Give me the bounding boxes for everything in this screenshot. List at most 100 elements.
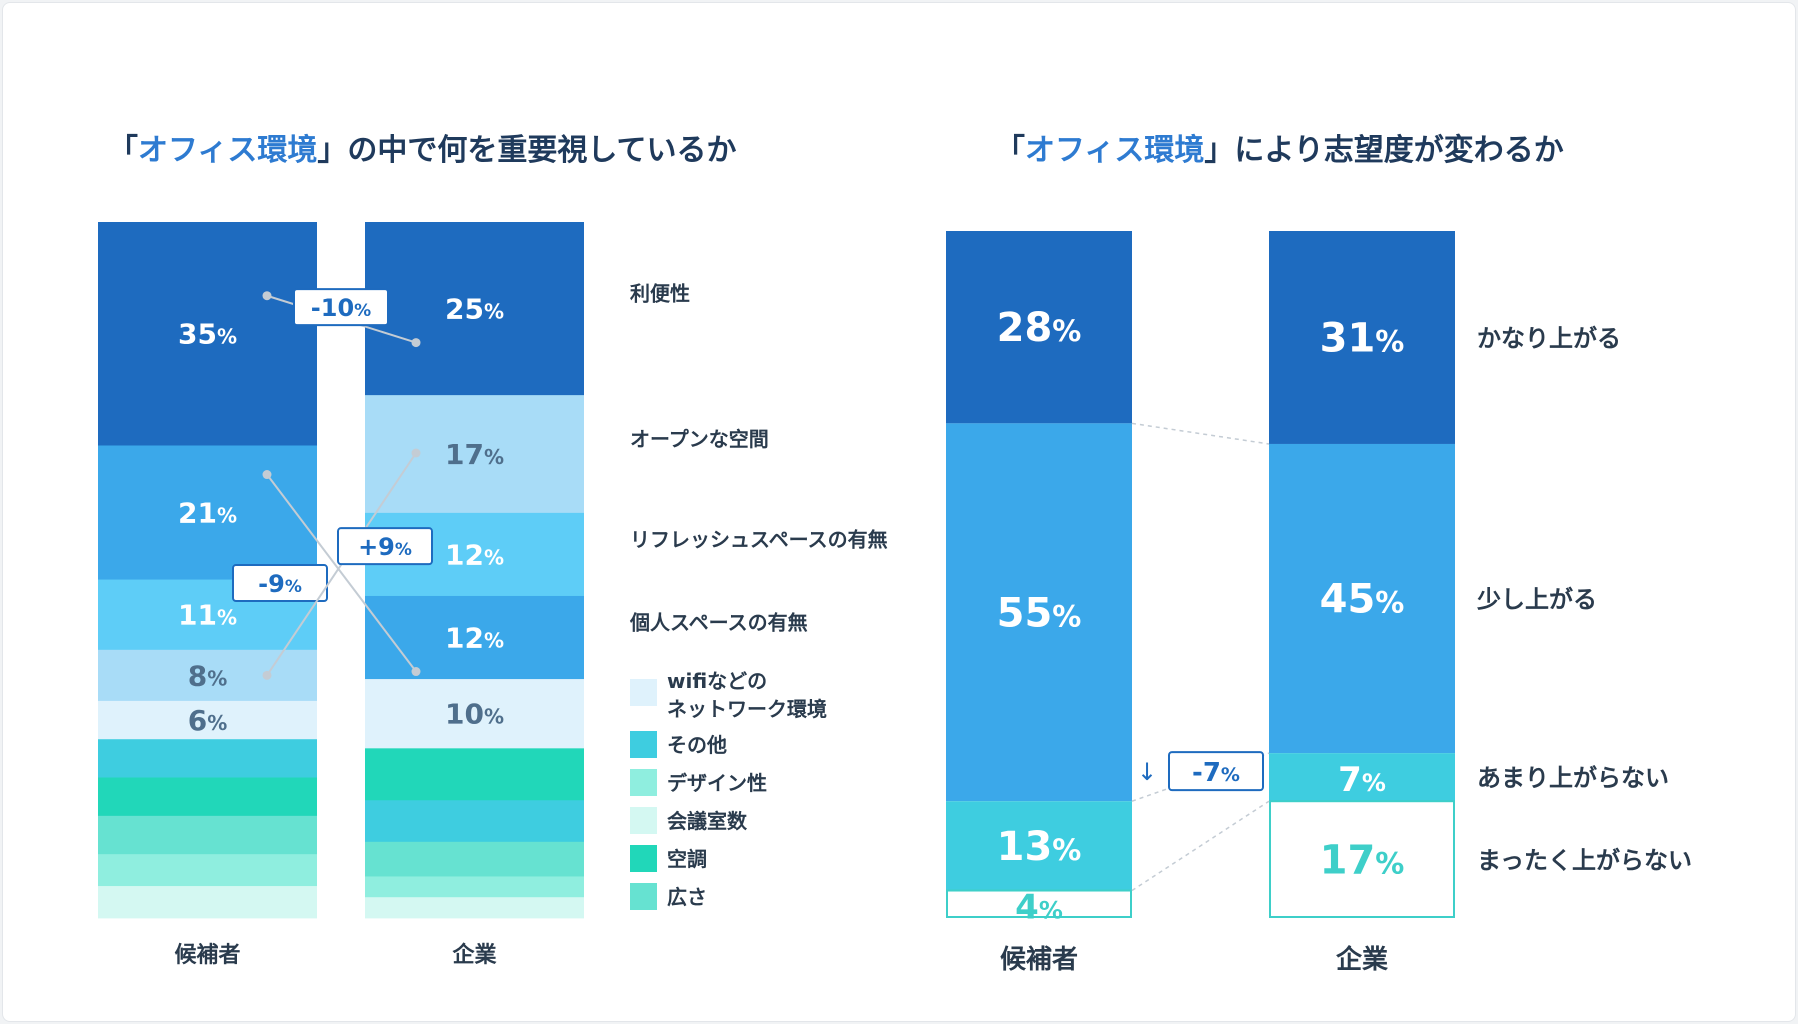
series-label: あまり上がらない <box>1477 764 1669 792</box>
data-label-value: 6 <box>188 704 207 737</box>
category-label: 候補者 <box>1000 945 1078 975</box>
bar-segment <box>365 748 584 801</box>
legend-swatch <box>630 807 657 834</box>
bar-segment <box>98 886 317 919</box>
bar-segment <box>98 854 317 887</box>
series-label: 利便性 <box>630 282 690 306</box>
data-label-value: 11 <box>178 599 217 632</box>
connector-dot <box>411 667 421 677</box>
bar-segment <box>98 777 317 817</box>
data-label: 12% <box>445 538 504 571</box>
bar-segment <box>98 222 317 446</box>
data-label-value: 45 <box>1320 577 1376 623</box>
category-label: 企業 <box>1336 944 1388 975</box>
difference-label-unit: % <box>395 540 412 560</box>
connector-dot <box>262 291 272 301</box>
left-chart: 35%21%11%8%6%25%17%12%12%10%-10%-9%+9%利便… <box>98 222 888 968</box>
connector-dot <box>262 670 272 680</box>
legend-label: その他 <box>667 733 727 757</box>
difference-label-value: -9 <box>258 570 285 598</box>
bar-segment <box>1269 800 1455 919</box>
connector-dot <box>262 470 272 480</box>
difference-label-value: -7 <box>1192 758 1221 788</box>
data-label-unit: % <box>484 445 504 469</box>
difference-label-value: +9 <box>358 533 395 561</box>
data-label-value: 4 <box>1015 887 1039 927</box>
legend-label: 会議室数 <box>667 809 748 833</box>
bar-segment <box>365 876 584 898</box>
difference-box <box>1168 751 1264 792</box>
data-label-value: 35 <box>178 318 217 351</box>
difference-label: -9% <box>258 570 302 598</box>
bar-segment <box>98 445 317 580</box>
data-label-value: 13 <box>997 824 1053 870</box>
data-label: 31% <box>1320 315 1405 361</box>
data-label-unit: % <box>1052 599 1081 633</box>
data-label: 11% <box>178 599 237 632</box>
data-label-unit: % <box>1375 324 1404 358</box>
down-arrow-icon: ↓ <box>1137 758 1157 786</box>
data-label: 21% <box>178 497 237 530</box>
data-label-value: 10 <box>445 698 484 731</box>
connector-line <box>266 473 417 673</box>
data-label: 17% <box>445 438 504 471</box>
legend-swatch <box>630 679 657 706</box>
difference-box <box>337 527 433 566</box>
data-label-value: 7 <box>1338 760 1362 800</box>
series-label: オープンな空間 <box>630 427 769 451</box>
data-label: 55% <box>997 590 1082 636</box>
data-label-value: 8 <box>188 659 207 692</box>
bar-segment <box>946 889 1132 919</box>
bar-segment <box>946 423 1132 802</box>
data-label-unit: % <box>207 711 227 735</box>
data-label-unit: % <box>1375 847 1404 881</box>
data-label-value: 12 <box>445 622 484 655</box>
difference-box <box>232 564 328 603</box>
data-label: 35% <box>178 318 237 351</box>
data-label-value: 31 <box>1320 315 1376 361</box>
left-chart-title: 「オフィス環境」の中で何を重要視しているか <box>108 133 737 168</box>
legend-swatch <box>630 845 657 872</box>
data-label-value: 25 <box>445 293 484 326</box>
series-label: 個人スペースの有無 <box>629 611 808 635</box>
bar-segment <box>98 739 317 778</box>
data-label-unit: % <box>217 504 237 528</box>
series-label: かなり上がる <box>1477 324 1621 352</box>
data-label-unit: % <box>1052 833 1081 867</box>
data-label-value: 21 <box>178 497 217 530</box>
connector-dot <box>411 448 421 458</box>
right-chart: 28%55%13%4%31%45%7%17%↓ -7%かなり上がる少し上がるあまり… <box>946 231 1692 975</box>
difference-label: -7% <box>1192 758 1240 788</box>
legend-label: 空調 <box>667 847 707 871</box>
data-label: 12% <box>445 622 504 655</box>
legend-label: wifiなどの <box>667 669 767 693</box>
series-label: リフレッシュスペースの有無 <box>630 527 888 551</box>
bar-segment <box>365 395 584 514</box>
bar-segment <box>98 815 317 855</box>
difference-label: -10% <box>311 294 371 322</box>
bar-segment <box>98 649 317 702</box>
data-label-value: 55 <box>997 590 1053 636</box>
data-label: 17% <box>1320 838 1405 884</box>
bar-segment <box>365 679 584 749</box>
data-label-unit: % <box>207 666 227 690</box>
bar-segment <box>365 222 584 396</box>
bar-segment <box>365 595 584 680</box>
data-label-unit: % <box>1052 314 1081 348</box>
data-label-value: 28 <box>997 305 1053 351</box>
data-label-unit: % <box>484 705 504 729</box>
data-label-unit: % <box>484 545 504 569</box>
data-label-value: 17 <box>1320 838 1376 884</box>
legend-swatch <box>630 731 657 758</box>
bar-segment <box>98 700 317 740</box>
data-label-unit: % <box>217 606 237 630</box>
legend-label: 広さ <box>667 885 707 909</box>
data-label: 8% <box>188 659 228 692</box>
series-label: 少し上がる <box>1476 586 1597 614</box>
data-label: 10% <box>445 698 504 731</box>
difference-label-unit: % <box>354 301 371 321</box>
data-label: 7% <box>1338 760 1386 800</box>
data-label-unit: % <box>484 300 504 324</box>
data-label: 13% <box>997 824 1082 870</box>
